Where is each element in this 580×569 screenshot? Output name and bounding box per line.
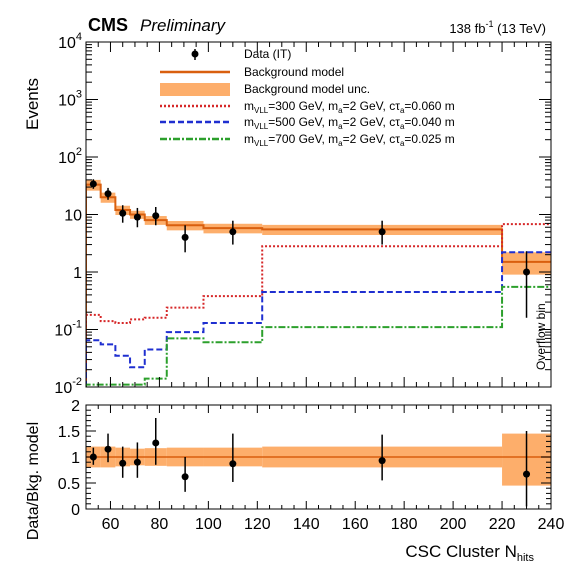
- main-ytick-label-5: 103: [58, 89, 82, 110]
- ratio-ytick-label-0: 0: [71, 502, 80, 519]
- data-point-7: [378, 228, 386, 236]
- background-unc-band: [86, 179, 551, 275]
- legend-unc-swatch: [160, 83, 230, 96]
- ratio-ytick-label-3: 1.5: [58, 424, 80, 441]
- ratio-point-4: [152, 439, 160, 447]
- ratio-ytick-label-4: 2: [71, 398, 80, 415]
- data-point-2: [119, 209, 127, 217]
- legend-label-s300: mVLL=300 GeV, ma=2 GeV, cτa=0.060 m: [244, 99, 455, 115]
- legend-entry-data: Data (IT): [191, 47, 291, 61]
- legend-data-marker: [191, 50, 199, 58]
- ratio-ylabel: Data/Bkg. model: [25, 422, 42, 540]
- main-ytick-label-2: 1: [73, 265, 82, 282]
- legend-entry-s500: mVLL=500 GeV, ma=2 GeV, cτa=0.040 m: [160, 115, 455, 131]
- legend-label-bkg: Background model: [244, 65, 344, 79]
- ratio-xtick-label-0: 60: [102, 516, 120, 533]
- overflow-bin-annotation: Overflow bin: [534, 303, 548, 370]
- data-point-4: [152, 212, 160, 220]
- preliminary-label: Preliminary: [140, 16, 227, 35]
- data-point-5: [181, 233, 189, 241]
- legend: Data (IT) Background model Background mo…: [160, 47, 455, 148]
- main-ytick-label-3: 10: [64, 208, 82, 225]
- lumi-value: 138 fb: [449, 21, 485, 36]
- legend-entry-s700: mVLL=700 GeV, ma=2 GeV, cτa=0.025 m: [160, 132, 455, 148]
- ratio-axes: 0 0.5 1 1.5 2 60 80 100 120 140 160 180 200 220 240: [58, 398, 565, 533]
- ratio-xtick-label-5: 160: [342, 516, 369, 533]
- ratio-point-8: [523, 470, 531, 478]
- ratio-xtick-label-8: 220: [489, 516, 516, 533]
- lumi-exponent: -1: [485, 19, 493, 29]
- ratio-point-5: [181, 473, 189, 481]
- ratio-xtick-label-3: 120: [244, 516, 271, 533]
- legend-label-unc: Background model unc.: [244, 82, 370, 96]
- ratio-xlabel: CSC Cluster Nhits: [405, 542, 534, 564]
- ratio-point-1: [104, 445, 112, 453]
- legend-label-data: Data (IT): [244, 47, 291, 61]
- ratio-xtick-label-9: 240: [538, 516, 565, 533]
- ratio-point-3: [133, 458, 141, 466]
- main-ytick-label-0: 10-2: [54, 376, 82, 397]
- main-ytick-label-4: 102: [58, 146, 82, 167]
- signal-s700-curve: [86, 285, 551, 387]
- ratio-xtick-label-4: 140: [293, 516, 320, 533]
- xlabel-main: CSC Cluster N: [405, 542, 516, 561]
- ratio-xtick-label-7: 200: [440, 516, 467, 533]
- main-ytick-label-1: 10-1: [54, 319, 82, 340]
- legend-entry-unc: Background model unc.: [160, 82, 370, 96]
- cms-label: CMS: [88, 15, 128, 35]
- main-ylabel: Events: [23, 78, 42, 130]
- ratio-point-6: [229, 460, 237, 468]
- data-point-8: [523, 268, 531, 276]
- main-ytick-label-6: 104: [58, 31, 82, 52]
- main-axes: 10-2 10-1 1 10 102 103 104: [54, 31, 552, 397]
- ratio-xtick-label-1: 80: [151, 516, 169, 533]
- signal-s500-curve: [86, 251, 551, 387]
- ratio-xtick-label-6: 180: [391, 516, 418, 533]
- legend-label-s500: mVLL=500 GeV, ma=2 GeV, cτa=0.040 m: [244, 115, 455, 131]
- ratio-ytick-label-1: 0.5: [58, 476, 80, 493]
- legend-entry-bkg: Background model: [160, 65, 344, 79]
- legend-label-s700: mVLL=700 GeV, ma=2 GeV, cτa=0.025 m: [244, 132, 455, 148]
- energy-label: (13 TeV): [493, 21, 546, 36]
- ratio-point-7: [378, 457, 386, 465]
- data-point-6: [229, 228, 237, 236]
- legend-entry-s300: mVLL=300 GeV, ma=2 GeV, cτa=0.060 m: [160, 99, 455, 115]
- main-panel: 10-2 10-1 1 10 102 103 104: [54, 31, 552, 397]
- data-points: [89, 179, 531, 318]
- data-point-3: [133, 213, 141, 221]
- lumi-label: 138 fb-1 (13 TeV): [449, 19, 546, 36]
- data-point-0: [89, 180, 97, 188]
- signal-s300-curve: [86, 223, 551, 387]
- ratio-point-2: [119, 459, 127, 467]
- ratio-xtick-label-2: 100: [195, 516, 222, 533]
- ratio-ytick-label-2: 1: [71, 450, 80, 467]
- xlabel-sub: hits: [517, 552, 535, 564]
- data-point-1: [104, 190, 112, 198]
- signal-curves: [86, 223, 551, 387]
- ratio-panel: 0 0.5 1 1.5 2 60 80 100 120 140 160 180 200 220 240: [58, 398, 565, 533]
